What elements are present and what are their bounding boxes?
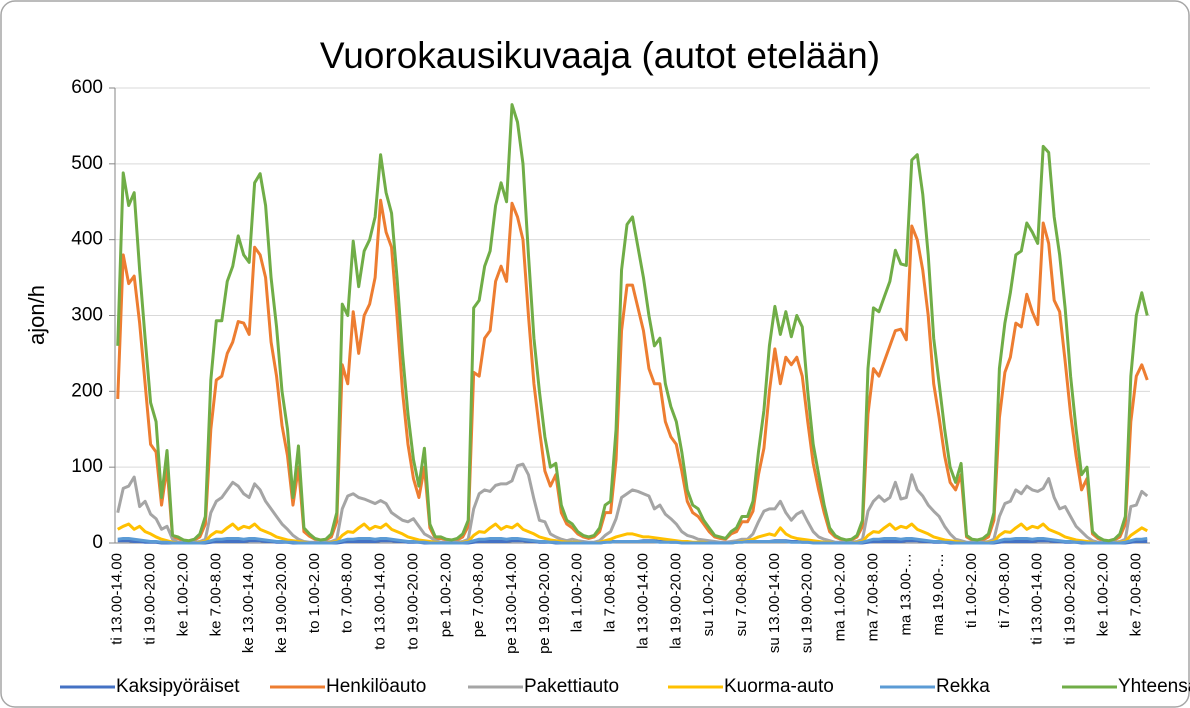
y-tick-label: 500 xyxy=(71,153,103,174)
legend-label: Rekka xyxy=(936,676,990,697)
x-tick-label: ke 1.00-2.00 xyxy=(1094,553,1111,636)
x-tick-label: pe 13.00-14.00 xyxy=(503,553,520,654)
legend-label: Kaksipyöräiset xyxy=(116,676,240,697)
y-tick-label: 600 xyxy=(71,77,103,98)
x-tick-label: su 13.00-14.00 xyxy=(766,553,783,653)
series-line xyxy=(117,536,1148,545)
y-tick-label: 400 xyxy=(71,229,103,250)
x-tick-label: su 7.00-8.00 xyxy=(733,553,750,636)
x-tick-label: to 19.00-20.00 xyxy=(404,553,421,650)
x-tick-label: ti 13.00-14.00 xyxy=(109,553,126,645)
x-tick-label: to 13.00-14.00 xyxy=(372,553,389,650)
x-tick-label: ti 19.00-20.00 xyxy=(1062,553,1079,645)
x-tick-label: pe 1.00-2.00 xyxy=(437,553,454,637)
x-tick-label: pe 19.00-20.00 xyxy=(536,553,553,654)
legend-label: Yhteensä xyxy=(1118,676,1190,697)
x-tick-label: la 1.00-2.00 xyxy=(569,553,586,632)
x-tick-label: ti 19.00-20.00 xyxy=(142,553,159,645)
x-tick-label: ma 7.00-8.00 xyxy=(864,553,881,641)
x-tick-label: la 13.00-14.00 xyxy=(634,553,651,649)
x-tick-label: ke 7.00-8.00 xyxy=(207,553,224,636)
x-tick-label: pe 7.00-8.00 xyxy=(470,553,487,637)
x-tick-label: ma 13.00-… xyxy=(897,553,914,636)
x-tick-label: ke 19.00-20.00 xyxy=(273,553,290,653)
legend-label: Kuorma-auto xyxy=(724,676,834,697)
chart-title: Vuorokausikuvaaja (autot etelään) xyxy=(320,35,880,76)
series-line xyxy=(116,103,1149,543)
x-tick-label: su 1.00-2.00 xyxy=(700,553,717,636)
x-tick-label: ma 19.00-… xyxy=(930,553,947,636)
x-tick-label: ti 7.00-8.00 xyxy=(996,553,1013,628)
y-axis-label: ajon/h xyxy=(24,285,49,345)
x-tick-label: la 7.00-8.00 xyxy=(602,553,619,632)
x-tick-label: ke 1.00-2.00 xyxy=(174,553,191,636)
x-tick-label: ma 1.00-2.00 xyxy=(832,553,849,641)
y-tick-label: 0 xyxy=(92,532,103,553)
y-tick-label: 300 xyxy=(71,305,103,326)
legend-label: Pakettiauto xyxy=(524,676,619,697)
x-tick-label: ti 1.00-2.00 xyxy=(963,553,980,628)
x-tick-label: su 19.00-20.00 xyxy=(799,553,816,653)
x-tick-label: ke 7.00-8.00 xyxy=(1127,553,1144,636)
y-tick-label: 200 xyxy=(71,380,103,401)
legend-label: Henkilöauto xyxy=(326,676,426,697)
x-tick-label: ti 13.00-14.00 xyxy=(1029,553,1046,645)
x-tick-label: la 19.00-20.00 xyxy=(667,553,684,649)
y-tick-label: 100 xyxy=(71,456,103,477)
x-tick-label: to 1.00-2.00 xyxy=(306,553,323,633)
x-tick-label: ke 13.00-14.00 xyxy=(240,553,257,653)
x-tick-label: to 7.00-8.00 xyxy=(339,553,356,633)
